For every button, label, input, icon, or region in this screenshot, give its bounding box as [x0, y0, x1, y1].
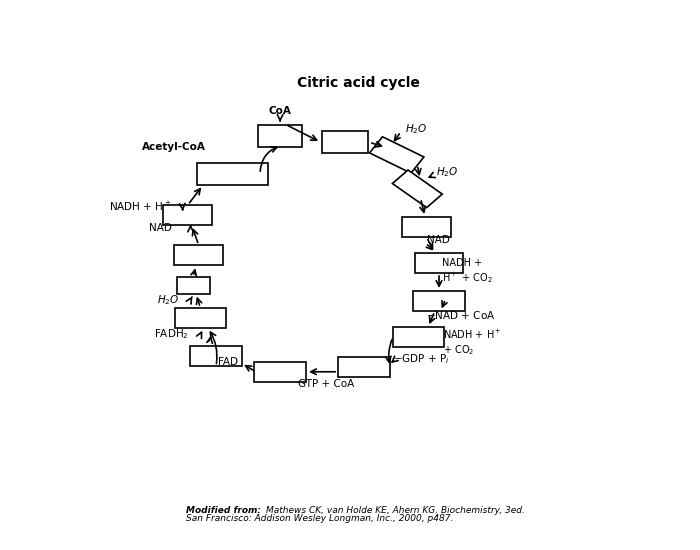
Text: Modified from:: Modified from:	[186, 506, 260, 515]
Bar	[322, 131, 368, 153]
Bar	[338, 356, 390, 377]
Text: $H_2O$: $H_2O$	[436, 165, 459, 179]
Text: NAD: NAD	[427, 235, 450, 245]
Text: Citric acid cycle: Citric acid cycle	[298, 76, 420, 90]
Text: FADH$_2$: FADH$_2$	[154, 327, 189, 340]
Bar	[414, 253, 463, 273]
Text: NADH +
H$^+$ + CO$_2$: NADH + H$^+$ + CO$_2$	[442, 258, 492, 285]
Text: San Francisco: Addison Wesley Longman, Inc., 2000, p487.: San Francisco: Addison Wesley Longman, I…	[186, 514, 453, 522]
Text: NADH + H$^+$: NADH + H$^+$	[109, 200, 172, 213]
Text: CoA: CoA	[269, 106, 291, 116]
Text: $-$NAD + CoA: $-$NAD + CoA	[426, 309, 496, 321]
Bar	[402, 217, 451, 237]
Text: $-$GDP + P$_i$: $-$GDP + P$_i$	[393, 353, 449, 366]
Bar	[254, 361, 306, 382]
Text: GTP + CoA: GTP + CoA	[298, 378, 354, 389]
Bar	[258, 125, 302, 147]
Text: $H_2O$: $H_2O$	[405, 122, 427, 136]
Bar	[163, 205, 212, 226]
Bar	[190, 346, 241, 366]
Text: NAD: NAD	[148, 223, 172, 233]
Text: Mathews CK, van Holde KE, Ahern KG. Biochemistry, 3ed.: Mathews CK, van Holde KE, Ahern KG. Bioc…	[266, 506, 525, 515]
Text: Acetyl-CoA: Acetyl-CoA	[142, 142, 206, 152]
Bar	[177, 277, 209, 294]
Bar	[393, 327, 444, 347]
Text: $H_2O$: $H_2O$	[158, 293, 180, 307]
Bar	[174, 245, 223, 266]
Text: NADH + H$^+$
+ CO$_2$: NADH + H$^+$ + CO$_2$	[443, 328, 502, 356]
Bar	[393, 170, 442, 208]
Bar	[413, 291, 465, 311]
Bar	[174, 308, 226, 328]
Text: FAD: FAD	[218, 358, 238, 367]
Bar	[197, 163, 267, 185]
Bar	[370, 137, 424, 173]
